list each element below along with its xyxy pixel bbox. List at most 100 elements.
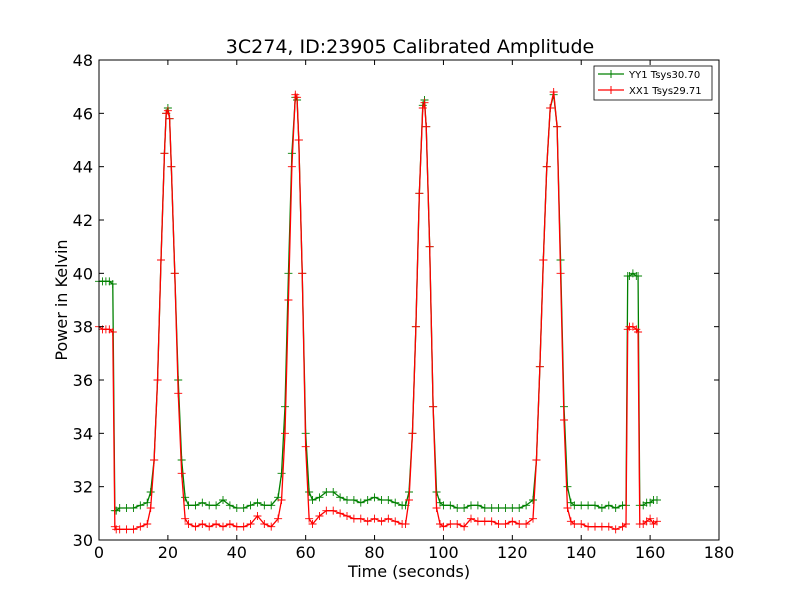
y-tick-label: 42: [73, 211, 93, 230]
data-point-marker: [391, 517, 400, 526]
data-point-marker: [205, 501, 214, 510]
data-point-marker: [239, 522, 248, 531]
data-point-marker: [191, 501, 200, 510]
data-point-marker: [570, 520, 579, 528]
data-point-marker: [563, 482, 572, 491]
legend: YY1 Tsys30.70 XX1 Tsys29.71: [593, 65, 713, 101]
data-point-marker: [420, 98, 429, 107]
y-tick-label: 40: [73, 264, 93, 283]
data-point-marker: [535, 362, 544, 371]
x-tick-label: 0: [94, 543, 104, 562]
data-point-marker: [115, 504, 124, 512]
legend-entries: YY1 Tsys30.70 XX1 Tsys29.71: [598, 70, 702, 97]
data-point-marker: [405, 496, 413, 504]
data-point-marker: [415, 189, 424, 198]
data-point-marker: [146, 504, 155, 512]
data-point-marker: [363, 496, 372, 504]
data-point-marker: [336, 509, 345, 518]
data-point-marker: [274, 514, 283, 523]
data-point-marker: [529, 496, 537, 504]
data-point-marker: [584, 501, 593, 510]
data-point-marker: [584, 522, 593, 531]
data-point-marker: [487, 504, 496, 512]
x-tick-label: 100: [428, 543, 459, 562]
data-point-marker: [253, 498, 262, 507]
x-tick-label: 20: [158, 543, 178, 562]
data-point-marker: [253, 512, 262, 520]
data-point-marker: [408, 429, 417, 438]
data-point-marker: [150, 456, 159, 464]
data-point-marker: [370, 493, 379, 502]
plot-frame: [98, 59, 720, 541]
y-tick-label: 46: [73, 104, 93, 123]
data-point-marker: [284, 296, 293, 304]
data-point-marker: [267, 501, 276, 510]
data-point-marker: [308, 496, 317, 504]
data-point-marker: [553, 122, 562, 131]
data-point-marker: [298, 269, 307, 278]
data-point-marker: [560, 416, 568, 424]
data-point-marker: [453, 504, 462, 512]
data-point-marker: [653, 517, 661, 526]
data-point-marker: [329, 506, 338, 515]
legend-swatch-marker: [607, 86, 615, 94]
data-point-marker: [391, 498, 400, 507]
data-point-marker: [281, 429, 289, 438]
data-point-marker: [480, 504, 489, 512]
legend-label: YY1 Tsys30.70: [628, 70, 700, 81]
data-point-marker: [160, 149, 169, 158]
series-layer: [95, 88, 661, 534]
x-tick-label: 120: [497, 543, 528, 562]
data-point-marker: [422, 122, 431, 131]
data-point-marker: [570, 501, 579, 510]
data-point-marker: [293, 93, 302, 102]
data-point-marker: [287, 162, 296, 171]
data-point-marker: [232, 522, 241, 531]
y-tick-label: 48: [73, 51, 93, 70]
data-point-marker: [418, 104, 427, 112]
legend-swatch-marker: [607, 70, 615, 78]
data-point-marker: [108, 328, 117, 336]
data-point-marker: [377, 496, 386, 504]
data-point-marker: [219, 522, 227, 531]
data-point-marker: [184, 520, 193, 528]
data-point-marker: [191, 522, 200, 531]
data-point-marker: [153, 376, 162, 384]
data-point-marker: [343, 496, 351, 504]
x-tick-label: 180: [704, 543, 735, 562]
data-point-marker: [439, 501, 448, 510]
data-point-marker: [597, 504, 606, 512]
plot-area: [99, 60, 719, 540]
y-tick-label: 36: [73, 371, 93, 390]
ticks-layer: 0 20 40 60 80 100 120 140 160 180 30 32 34 36 38 40 42 44…: [73, 51, 735, 562]
data-point-marker: [532, 456, 541, 464]
x-tick-label: 160: [635, 543, 666, 562]
data-point-marker: [170, 269, 179, 278]
data-point-marker: [143, 498, 152, 507]
data-point-marker: [522, 501, 531, 510]
data-point-marker: [363, 517, 372, 526]
data-point-marker: [143, 520, 152, 528]
data-point-marker: [597, 522, 606, 531]
data-point-marker: [246, 520, 255, 528]
data-point-marker: [611, 525, 620, 534]
data-point-marker: [225, 520, 234, 528]
data-point-marker: [401, 520, 410, 528]
data-point-marker: [546, 104, 555, 112]
data-point-marker: [308, 520, 317, 528]
data-point-marker: [604, 522, 613, 531]
data-point-marker: [219, 496, 227, 504]
y-tick-label: 34: [73, 424, 93, 443]
legend-entry: XX1 Tsys29.71: [598, 86, 702, 97]
data-point-marker: [305, 488, 314, 496]
data-point-marker: [301, 442, 310, 451]
data-point-marker: [453, 520, 462, 528]
data-point-marker: [349, 496, 358, 504]
legend-label: XX1 Tsys29.71: [629, 86, 702, 97]
data-point-marker: [108, 280, 117, 288]
x-tick-label: 80: [364, 543, 384, 562]
data-point-marker: [246, 501, 255, 510]
data-point-marker: [384, 496, 393, 504]
data-point-marker: [487, 517, 496, 526]
data-point-marker: [494, 520, 503, 528]
